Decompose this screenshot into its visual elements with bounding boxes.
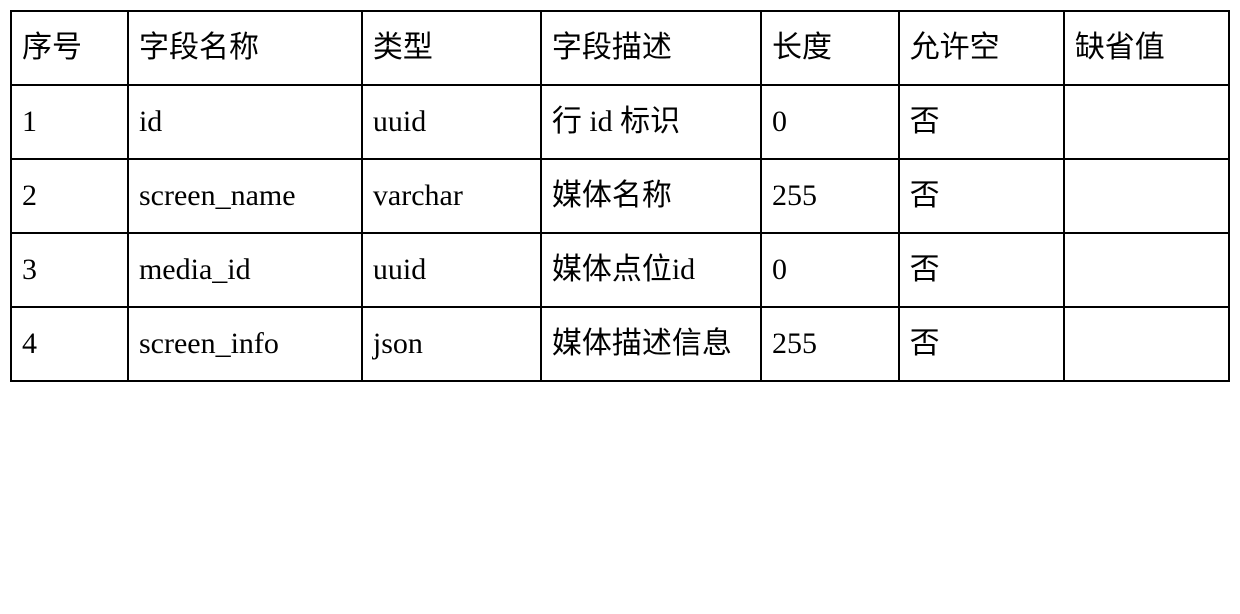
cell-desc: 行 id 标识 <box>541 85 761 159</box>
cell-null: 否 <box>899 233 1064 307</box>
cell-seq: 3 <box>11 233 128 307</box>
table-header-row: 序号 字段名称 类型 字段描述 长度 允许空 缺省值 <box>11 11 1229 85</box>
cell-default <box>1064 233 1229 307</box>
cell-desc: 媒体描述信息 <box>541 307 761 381</box>
col-header-name: 字段名称 <box>128 11 362 85</box>
cell-type: json <box>362 307 541 381</box>
cell-seq: 1 <box>11 85 128 159</box>
cell-default <box>1064 85 1229 159</box>
cell-name: media_id <box>128 233 362 307</box>
cell-type: uuid <box>362 233 541 307</box>
cell-null: 否 <box>899 159 1064 233</box>
table-row: 2 screen_name varchar 媒体名称 255 否 <box>11 159 1229 233</box>
cell-default <box>1064 159 1229 233</box>
cell-len: 255 <box>761 159 899 233</box>
cell-desc: 媒体名称 <box>541 159 761 233</box>
table-row: 1 id uuid 行 id 标识 0 否 <box>11 85 1229 159</box>
col-header-seq: 序号 <box>11 11 128 85</box>
cell-len: 255 <box>761 307 899 381</box>
cell-desc: 媒体点位id <box>541 233 761 307</box>
cell-seq: 4 <box>11 307 128 381</box>
cell-null: 否 <box>899 85 1064 159</box>
col-header-default: 缺省值 <box>1064 11 1229 85</box>
cell-len: 0 <box>761 85 899 159</box>
table-row: 3 media_id uuid 媒体点位id 0 否 <box>11 233 1229 307</box>
col-header-null: 允许空 <box>899 11 1064 85</box>
cell-default <box>1064 307 1229 381</box>
col-header-desc: 字段描述 <box>541 11 761 85</box>
cell-type: uuid <box>362 85 541 159</box>
cell-seq: 2 <box>11 159 128 233</box>
cell-type: varchar <box>362 159 541 233</box>
cell-name: screen_name <box>128 159 362 233</box>
table-row: 4 screen_info json 媒体描述信息 255 否 <box>11 307 1229 381</box>
cell-null: 否 <box>899 307 1064 381</box>
col-header-len: 长度 <box>761 11 899 85</box>
cell-len: 0 <box>761 233 899 307</box>
schema-table: 序号 字段名称 类型 字段描述 长度 允许空 缺省值 1 id uuid 行 i… <box>10 10 1230 382</box>
col-header-type: 类型 <box>362 11 541 85</box>
cell-name: screen_info <box>128 307 362 381</box>
cell-name: id <box>128 85 362 159</box>
